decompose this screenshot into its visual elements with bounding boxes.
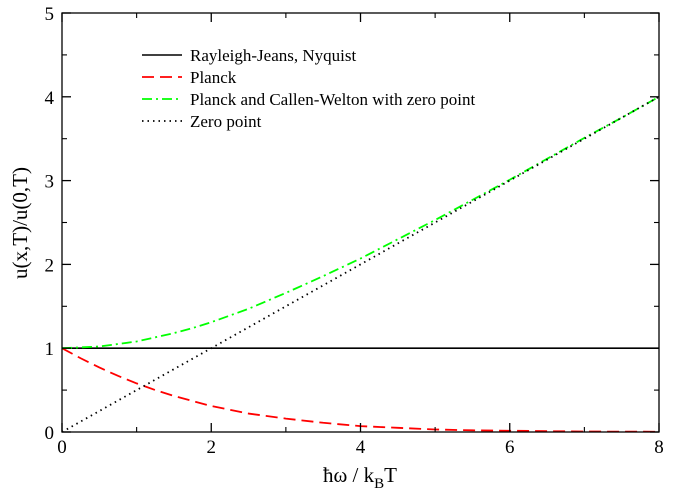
series-line-3	[62, 96, 659, 350]
x-axis-title-tail: T	[384, 463, 397, 487]
x-axis-title-subscript: B	[374, 476, 384, 491]
legend-label-1: Rayleigh-Jeans, Nyquist	[190, 46, 356, 65]
x-tick-label: 8	[654, 437, 664, 458]
legend-label-4: Zero point	[190, 112, 262, 131]
y-axis-title: u(x,T)/u(0,T)	[8, 167, 32, 279]
x-tick-label: 0	[57, 437, 67, 458]
y-tick-label: 0	[45, 423, 55, 444]
legend-label-2: Planck	[190, 68, 237, 87]
series-line-2	[62, 347, 659, 432]
y-tick-label: 4	[45, 88, 55, 109]
x-tick-label: 4	[356, 437, 366, 458]
plot-area	[62, 96, 659, 432]
axes: 0 2 4 6 8 0 1 2 3 4 5	[45, 4, 664, 458]
legend: Rayleigh-Jeans, Nyquist Planck Planck and …	[142, 46, 475, 131]
y-tick-label: 2	[45, 255, 55, 276]
y-tick-label: 5	[45, 4, 55, 25]
y-tick-label: 3	[45, 172, 55, 193]
x-tick-label: 2	[207, 437, 217, 458]
x-tick-label: 6	[505, 437, 515, 458]
legend-label-3: Planck and Callen-Welton with zero point	[190, 90, 475, 109]
series-line-4	[62, 96, 659, 432]
y-tick-label: 1	[45, 339, 55, 360]
axis-titles: ħω / kBT u(x,T)/u(0,T)	[8, 167, 397, 491]
x-axis-title: ħω / kBT	[323, 463, 397, 491]
plot-frame	[61, 12, 660, 433]
x-axis-title-main: ħω / k	[323, 463, 375, 487]
